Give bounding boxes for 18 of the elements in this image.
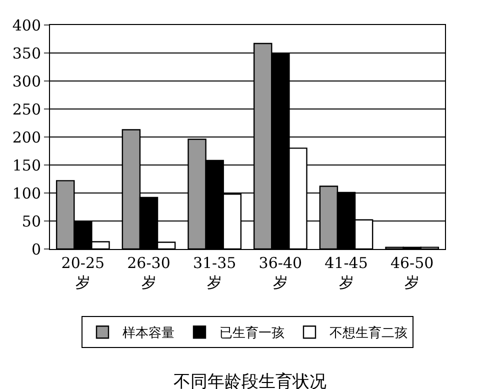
legend-label: 样本容量 — [122, 325, 174, 342]
legend-label: 已生育一孩 — [220, 325, 284, 342]
y-tick-label: 250 — [12, 100, 41, 118]
x-tick-label: 36-40 岁 — [258, 254, 302, 292]
y-tick-label: 50 — [22, 212, 41, 230]
x-tick-label: 31-35 岁 — [192, 254, 236, 292]
x-tick-label: 26-30 岁 — [127, 254, 170, 292]
x-tick-label: 20-25 岁 — [61, 254, 105, 292]
y-tick-label: 100 — [12, 184, 41, 202]
y-tick-label: 400 — [12, 16, 41, 34]
legend-label: 不想生育二孩 — [330, 325, 408, 342]
x-tick-label: 41-45 岁 — [324, 254, 368, 292]
y-tick-label: 200 — [12, 128, 41, 146]
y-tick-label: 0 — [31, 240, 41, 258]
y-tick-label: 350 — [12, 44, 41, 62]
y-tick-label: 150 — [12, 156, 41, 174]
y-tick-label: 300 — [12, 72, 41, 90]
x-tick-label: 46-50 岁 — [390, 254, 434, 292]
